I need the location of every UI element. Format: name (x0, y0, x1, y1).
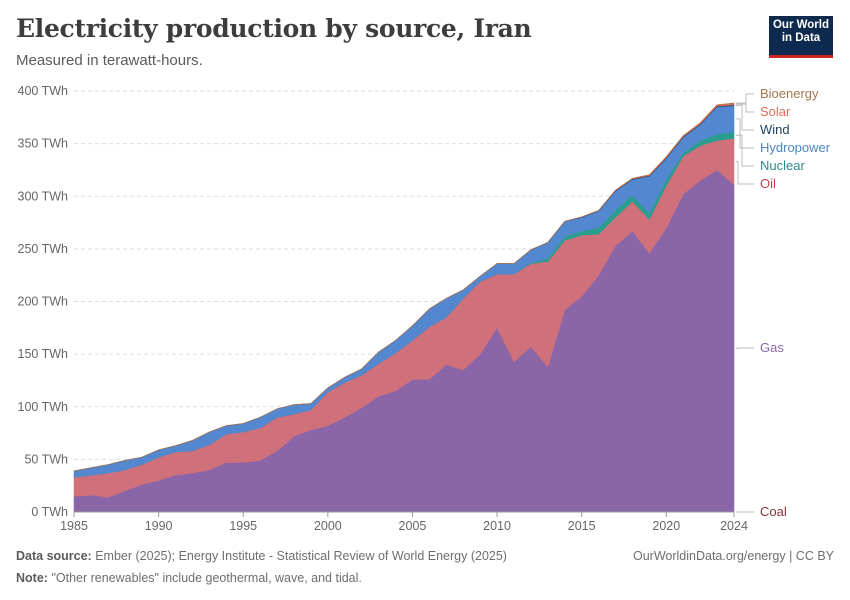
y-tick-label: 250 TWh (18, 242, 69, 256)
legend-connector (736, 118, 754, 149)
legend-connector (736, 103, 754, 113)
legend-label-oil: Oil (760, 176, 776, 191)
data-source: Data source: Ember (2025); Energy Instit… (16, 549, 507, 563)
y-tick-label: 100 TWh (18, 400, 69, 414)
y-tick-label: 0 TWh (31, 505, 68, 519)
area-bioenergy (73, 102, 735, 472)
legend-label-coal: Coal (760, 504, 787, 519)
legend-connector (736, 134, 754, 167)
data-source-text[interactable]: Ember (2025); Energy Institute - Statist… (95, 549, 507, 563)
source-url[interactable]: OurWorldinData.org/energy | CC BY (632, 549, 834, 563)
x-tick-label: 2005 (399, 519, 427, 533)
chart-title: Electricity production by source, Iran (16, 14, 532, 43)
y-tick-label: 150 TWh (18, 347, 69, 361)
x-tick-label: 1995 (229, 519, 257, 533)
x-tick-label: 2000 (314, 519, 342, 533)
legend-label-wind: Wind (760, 122, 790, 137)
note-label: Note: (16, 571, 48, 585)
x-tick-label: 2010 (483, 519, 511, 533)
y-tick-label: 350 TWh (18, 137, 69, 151)
x-tick-label: 2020 (652, 519, 680, 533)
chart-subtitle: Measured in terawatt-hours. (16, 52, 203, 69)
x-tick-label: 1990 (145, 519, 173, 533)
x-tick-label: 1985 (60, 519, 88, 533)
legend-label-hydropower: Hydropower (760, 140, 831, 155)
y-tick-label: 50 TWh (24, 452, 68, 466)
note-text: "Other renewables" include geothermal, w… (51, 571, 362, 585)
y-tick-label: 300 TWh (18, 189, 69, 203)
legend-connector (736, 93, 754, 104)
owid-logo[interactable]: Our World in Data (769, 16, 833, 58)
logo-line-2: in Data (781, 32, 821, 44)
y-tick-label: 400 TWh (18, 84, 69, 98)
legend-connector (736, 161, 754, 185)
legend-connector (736, 104, 754, 131)
x-tick-label: 2024 (720, 519, 748, 533)
x-tick-label: 2015 (568, 519, 596, 533)
logo-line-1: Our World (772, 19, 829, 31)
chart-note: Note: "Other renewables" include geother… (16, 571, 362, 585)
legend-label-nuclear: Nuclear (760, 158, 805, 173)
y-tick-label: 200 TWh (18, 295, 69, 309)
data-source-label: Data source: (16, 549, 92, 563)
legend-label-solar: Solar (760, 104, 791, 119)
area-chart: 0 TWh 50 TWh 100 TWh 150 TWh 200 TWh 250 TWh 3… (18, 84, 831, 533)
legend-label-bioenergy: Bioenergy (760, 86, 819, 101)
legend-label-gas: Gas (760, 340, 784, 355)
